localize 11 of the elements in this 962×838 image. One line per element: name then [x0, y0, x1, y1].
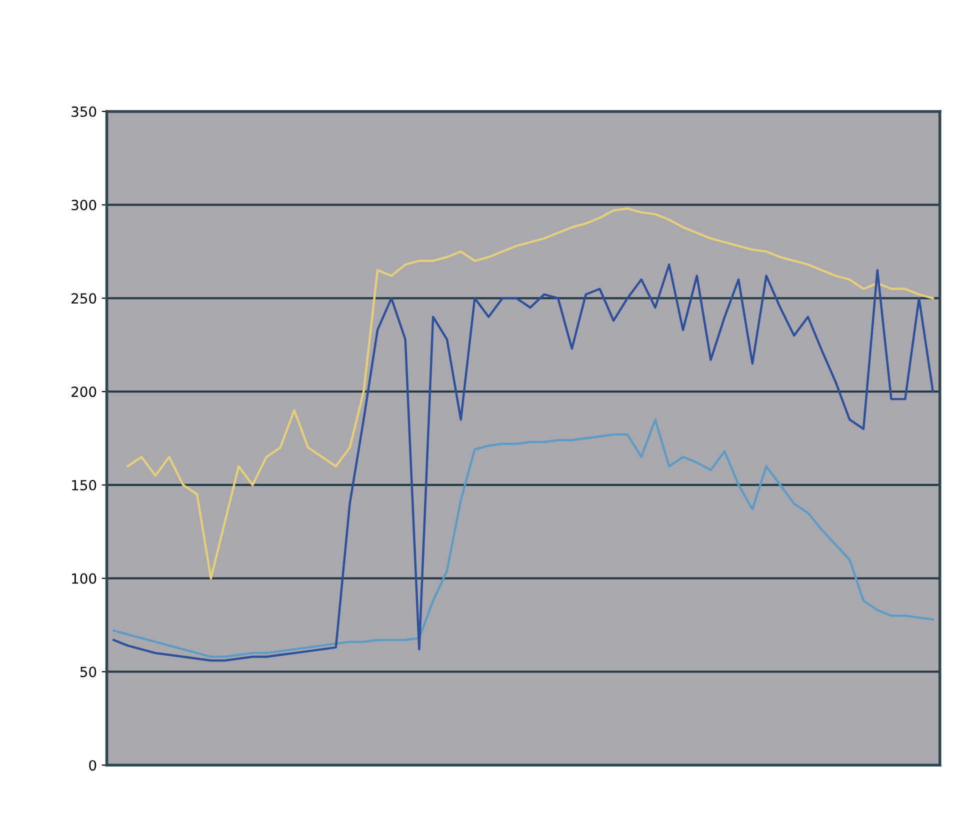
y-tick-label: 150: [72, 480, 96, 490]
line-series: [112, 418, 934, 658]
y-tick-label: 350: [72, 106, 96, 117]
y-tick-label: 200: [72, 386, 96, 398]
y-tick-label: 100: [72, 573, 96, 584]
line-series: [126, 207, 934, 580]
y-tick-label: 50: [80, 666, 96, 678]
y-tick-label: 250: [72, 293, 96, 304]
line-series: [112, 263, 934, 662]
y-tick-label: 0: [89, 760, 96, 771]
y-tick-label: 300: [72, 200, 96, 210]
